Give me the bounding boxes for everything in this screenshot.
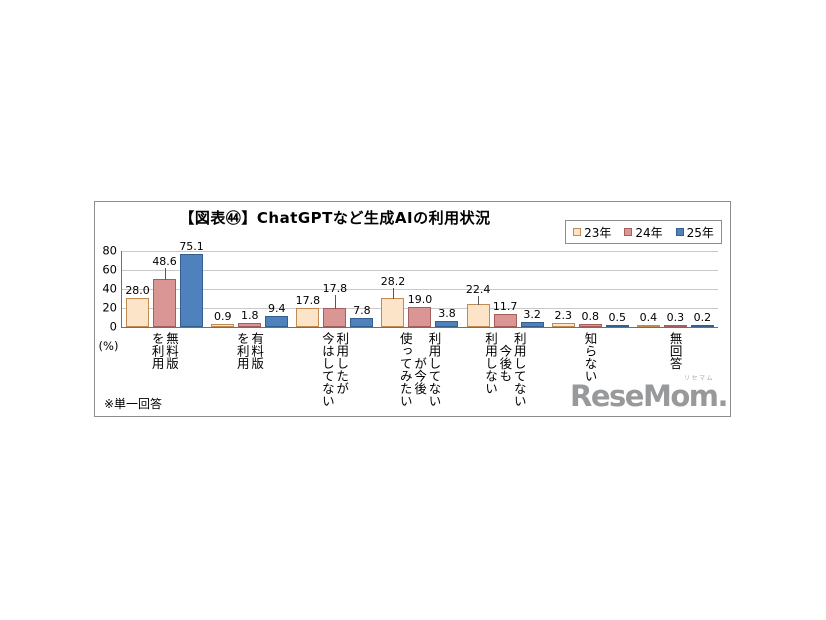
bar-value-label: 9.4: [267, 302, 286, 316]
bar: 28.2: [381, 276, 405, 327]
x-category-label: 利用してない 今後も 利用しない: [482, 332, 527, 407]
legend-label-23: 23年: [584, 225, 612, 240]
y-tick-label: 0: [109, 319, 117, 334]
bar: 48.6: [152, 256, 177, 327]
bar: 0.5: [605, 312, 629, 327]
bar-value-label: 11.7: [492, 299, 518, 313]
bar: 3.2: [520, 309, 544, 327]
x-category-label: 無料版 を利用: [149, 332, 179, 370]
x-category-slot: 知らない: [547, 332, 632, 407]
legend-swatch-0: [573, 228, 582, 236]
bar-value-label: 2.3: [554, 308, 573, 322]
bar-value-label: 28.0: [125, 284, 150, 298]
y-tick-label: 20: [102, 300, 117, 315]
legend-label-24: 24年: [635, 225, 663, 240]
bar: 11.7: [493, 301, 517, 327]
bar-value-label: 1.8: [240, 309, 259, 323]
bar-value-label: 7.8: [353, 303, 371, 317]
bar-group: 0.9 1.8 9.4: [207, 251, 292, 327]
x-axis-labels: 無料版 を利用 有料版 を利用 利用したが 今はしてない 利用してない が今後 使って…: [121, 332, 717, 407]
bar-value-label: 19.0: [407, 292, 433, 306]
x-category-label: 有料版 を利用: [234, 332, 265, 370]
leader-line: [334, 295, 336, 310]
y-axis-unit-label: (%): [98, 339, 119, 353]
bar-value-label: 0.9: [213, 310, 232, 324]
bar: 2.3: [551, 310, 575, 327]
bar-value-label: 0.8: [581, 310, 600, 324]
bar-value-label: 0.2: [693, 310, 712, 324]
x-category-slot: 無回答: [632, 332, 717, 407]
gridline: [122, 251, 718, 252]
bar-value-label: 28.2: [380, 275, 406, 289]
bar: 0.2: [690, 312, 714, 327]
bar: 7.8: [350, 305, 374, 327]
bar-value-label: 22.4: [465, 282, 491, 296]
bar-value-label: 0.3: [666, 310, 685, 324]
bar-value-label: 3.2: [523, 307, 541, 321]
bar: 17.8: [296, 295, 320, 327]
logo-text: ReseMom.: [570, 379, 728, 413]
x-category-slot: 無料版 を利用: [121, 332, 206, 407]
bar: 0.4: [636, 312, 660, 327]
x-category-label: 知らない: [582, 332, 598, 382]
x-category-label: 利用してない が今後 使ってみたい: [397, 332, 442, 407]
bar-value-label: 3.8: [438, 307, 456, 321]
bar: 19.0: [408, 294, 432, 327]
x-category-slot: 利用してない が今後 使ってみたい: [376, 332, 461, 407]
bar: 17.8: [323, 283, 347, 327]
x-category-slot: 利用したが 今はしてない: [291, 332, 376, 407]
bar-value-label: 17.8: [295, 294, 321, 308]
bar: 0.8: [578, 311, 602, 327]
bar-value-label: 17.8: [322, 282, 348, 296]
bar-group: 17.8 17.8 7.8: [292, 251, 377, 327]
bar: 28.0: [125, 285, 150, 327]
bar: 0.3: [663, 312, 687, 327]
leader-line: [392, 288, 394, 300]
bar-value-label: 0.5: [608, 310, 627, 324]
x-category-label: 利用したが 今はしてない: [319, 332, 350, 407]
bar: 75.1: [179, 241, 204, 327]
y-tick-label: 60: [102, 262, 117, 277]
bar: 0.9: [211, 311, 235, 327]
x-category-slot: 利用してない 今後も 利用しない: [462, 332, 547, 407]
gridline: [122, 270, 718, 271]
footnote: ※単一回答: [104, 397, 163, 411]
y-tick-label: 80: [102, 243, 117, 258]
resemom-logo: リセマム ReseMom.: [570, 375, 728, 414]
gridline: [122, 289, 718, 290]
bar-group: 22.4 11.7 3.2: [463, 251, 548, 327]
legend-item-24: 24年: [624, 224, 663, 241]
logo-ruby-text: リセマム: [683, 375, 714, 382]
x-category-label: 無回答: [667, 332, 683, 370]
bar-value-label: 48.6: [152, 254, 177, 268]
bar-value-label: 0.4: [639, 310, 658, 324]
x-category-slot: 有料版 を利用: [206, 332, 291, 407]
bar-group: 0.4 0.3 0.2: [633, 251, 718, 327]
bar: 9.4: [265, 303, 289, 327]
legend: 23年 24年 25年: [565, 220, 722, 244]
legend-item-23: 23年: [573, 224, 611, 241]
bar: 22.4: [466, 284, 490, 327]
legend-swatch-1: [624, 228, 633, 236]
bar: 3.8: [435, 308, 459, 327]
bar-group: 28.2 19.0 3.8: [377, 251, 462, 327]
chart-panel: 【図表㊹】ChatGPTなど生成AIの利用状況 23年 24年 25年 0 20 4…: [94, 201, 731, 417]
bar: 1.8: [238, 310, 262, 327]
bar-group: 28.0 48.6 75.1: [122, 241, 207, 327]
chart-title: 【図表㊹】ChatGPTなど生成AIの利用状況: [179, 209, 491, 227]
legend-item-25: 25年: [675, 224, 714, 241]
y-tick-label: 40: [102, 281, 117, 296]
plot-area: 28.0 48.6 75.1 0.9 1.8 9.4 17.8 17.8 7.8 28.2 19.0…: [121, 241, 718, 328]
leader-line: [164, 267, 166, 280]
bar-value-label: 75.1: [179, 239, 204, 253]
bar-group: 2.3 0.8 0.5: [548, 251, 633, 327]
legend-swatch-2: [675, 228, 684, 236]
leader-line: [478, 295, 480, 305]
legend-label-25: 25年: [686, 225, 714, 240]
